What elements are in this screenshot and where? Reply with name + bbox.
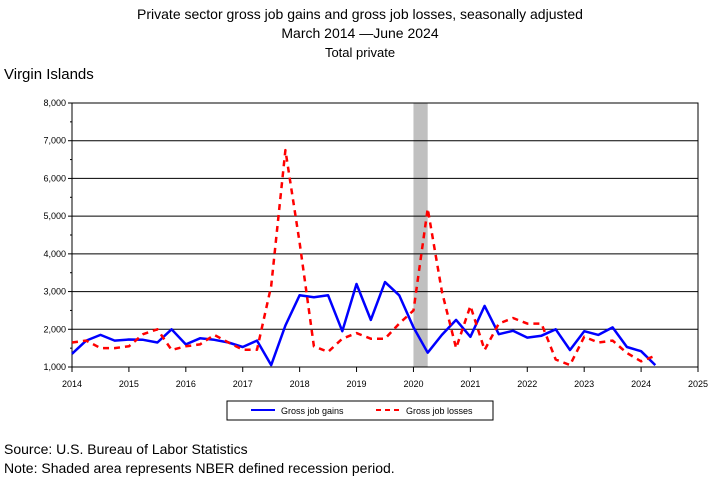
- chart-title: Private sector gross job gains and gross…: [137, 6, 583, 22]
- x-tick-label: 2019: [347, 379, 367, 389]
- plot-frame: [71, 102, 699, 368]
- x-tick-label: 2025: [688, 379, 708, 389]
- y-tick-label: 8,000: [43, 98, 66, 108]
- x-tick-label: 2017: [233, 379, 253, 389]
- x-tick-label: 2022: [517, 379, 537, 389]
- y-tick-label: 3,000: [43, 287, 66, 297]
- region-label: Virgin Islands: [4, 66, 94, 83]
- x-tick-label: 2020: [403, 379, 423, 389]
- y-tick-label: 2,000: [43, 324, 66, 334]
- legend-box: [226, 400, 494, 421]
- legend-gains-label: Gross job gains: [281, 406, 344, 416]
- x-tick-label: 2024: [631, 379, 651, 389]
- y-tick-label: 5,000: [43, 211, 66, 221]
- y-tick-label: 7,000: [43, 136, 66, 146]
- line-chart: 1,000 2,000 3,000 4,000 5,000 6,000 7,000 8,000…: [43, 98, 708, 421]
- series-gross-job-losses: [71, 148, 656, 367]
- x-tick-label: 2014: [62, 379, 82, 389]
- x-tick-label: 2023: [574, 379, 594, 389]
- x-tick-label: 2021: [460, 379, 480, 389]
- x-tick-label: 2015: [119, 379, 139, 389]
- source-note: Source: U.S. Bureau of Labor Statistics: [4, 441, 248, 457]
- chart-subtitle: March 2014 —June 2024: [281, 25, 439, 41]
- series-gross-job-gains: [71, 280, 657, 367]
- legend-losses-label: Gross job losses: [406, 406, 473, 416]
- x-tick-label: 2018: [290, 379, 310, 389]
- y-tick-label: 4,000: [43, 249, 66, 259]
- y-tick-label: 1,000: [43, 362, 66, 372]
- x-tick-label: 2016: [176, 379, 196, 389]
- recession-note: Note: Shaded area represents NBER define…: [4, 460, 395, 476]
- y-tick-label: 6,000: [43, 173, 66, 183]
- legend: Gross job gains Gross job losses: [226, 400, 494, 421]
- chart-subtitle-2: Total private: [324, 45, 396, 60]
- recession-band: [413, 103, 428, 367]
